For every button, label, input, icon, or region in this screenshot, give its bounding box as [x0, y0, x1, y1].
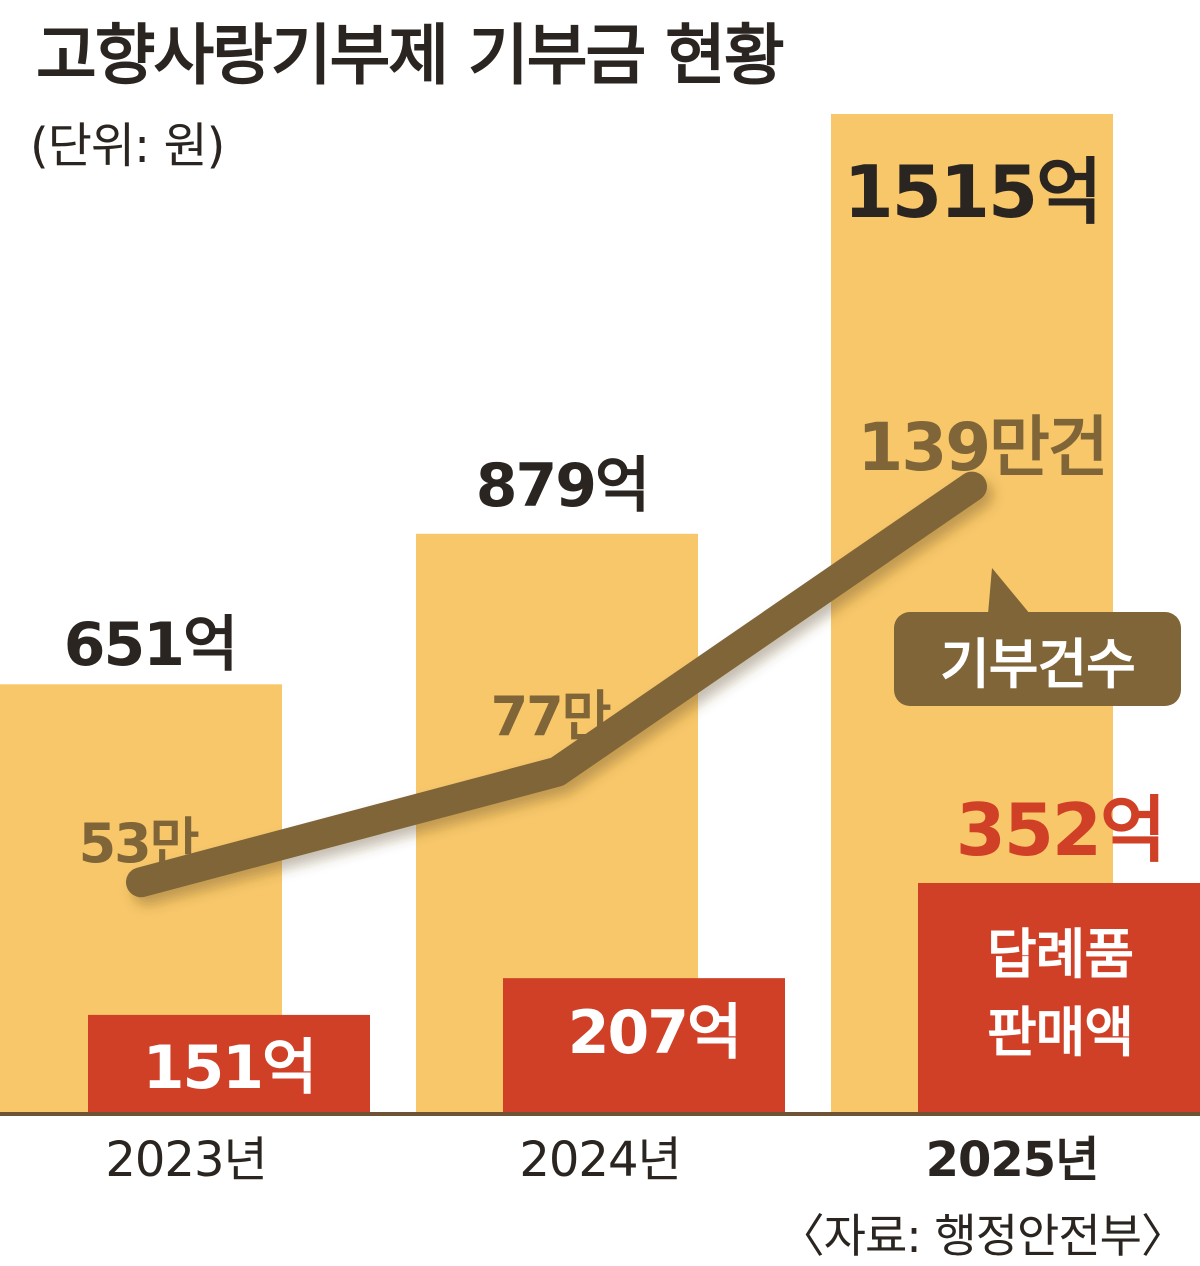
count-label-1: 53만 [79, 812, 199, 875]
gift-bar-2 [503, 978, 785, 1114]
donation-label-1: 651억 [64, 610, 236, 680]
count-label-3: 139만건 [857, 409, 1106, 486]
count-label-2: 77만 [491, 685, 611, 748]
source-label: 〈자료: 행정안전부〉 [778, 1209, 1187, 1263]
gift-label-2: 207억 [568, 998, 740, 1068]
unit-label: (단위: 원) [30, 118, 225, 174]
count-series-line [126, 471, 987, 898]
gift-label-line2: 판매액 [986, 1001, 1134, 1064]
gift-series-label: 답례품 판매액 [920, 916, 1200, 1072]
gift-bar-1 [88, 1014, 370, 1114]
gift-label-line1: 답례품 [986, 923, 1134, 986]
donation-label-2: 879억 [476, 451, 648, 521]
chart-title: 고향사랑기부제 기부금 현황 [36, 17, 785, 94]
category-label-1: 2023년 [105, 1132, 266, 1188]
category-label-3: 2025년 [926, 1132, 1099, 1188]
donation-label-3: 1515억 [844, 150, 1101, 234]
gift-label-1: 151억 [143, 1033, 315, 1103]
category-label-2: 2024년 [519, 1132, 680, 1188]
gift-bar-3 [918, 883, 1200, 1114]
gift-label-3: 352억 [956, 788, 1165, 872]
count-series-callout: 기부건수 [894, 612, 1181, 706]
callout-tail [988, 568, 1030, 614]
